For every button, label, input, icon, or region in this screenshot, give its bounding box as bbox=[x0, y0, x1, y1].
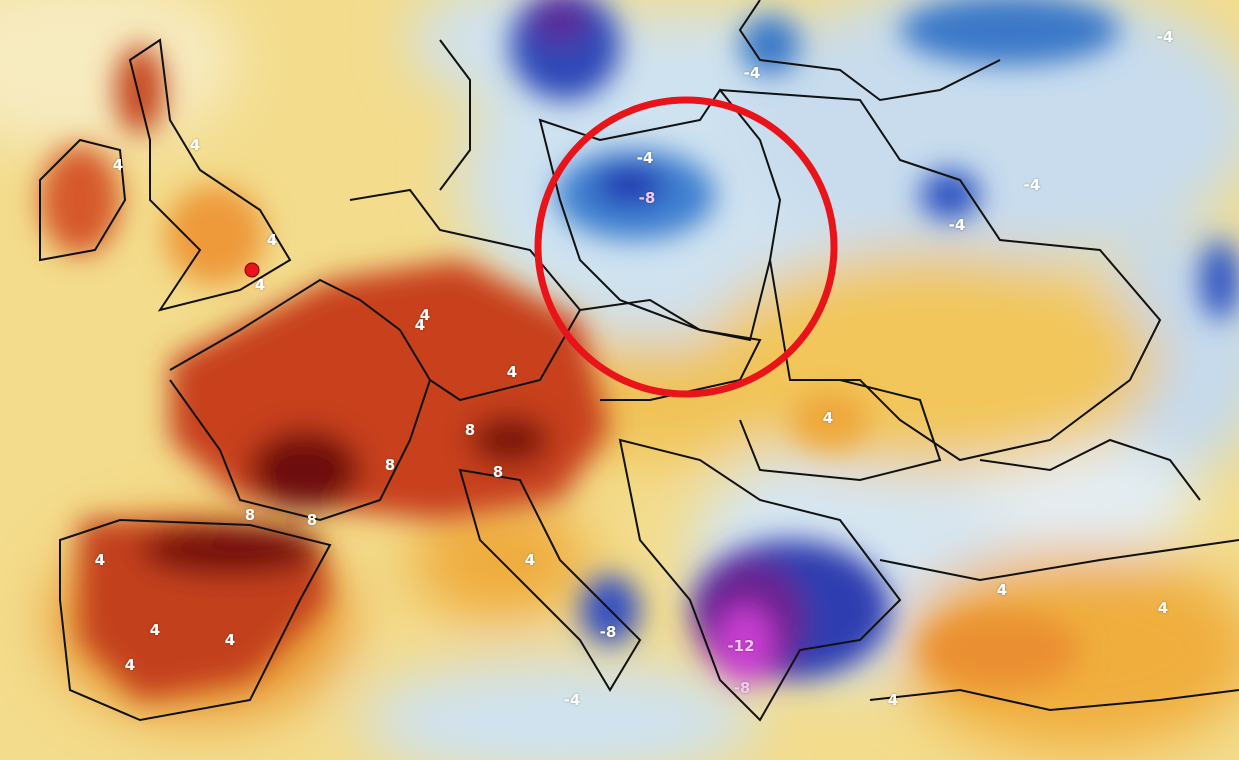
contour-label: -12 bbox=[727, 637, 755, 655]
highlight-circle bbox=[534, 96, 838, 398]
contour-label: 4 bbox=[224, 631, 236, 649]
contour-label: -4 bbox=[743, 64, 761, 82]
contour-label: 8 bbox=[464, 421, 476, 439]
contour-label: 4 bbox=[506, 363, 518, 381]
country-borders bbox=[39, 0, 1239, 722]
contour-label: 8 bbox=[492, 463, 504, 481]
contour-label: 4 bbox=[254, 276, 266, 294]
contour-label: 8 bbox=[306, 511, 318, 529]
contour-label: 4 bbox=[1157, 599, 1169, 617]
contour-label: 4 bbox=[414, 316, 426, 334]
contour-label: -4 bbox=[948, 216, 966, 234]
contour-label: 4 bbox=[124, 656, 136, 674]
contour-label: -4 bbox=[1156, 28, 1174, 46]
contour-label: 4 bbox=[149, 621, 161, 639]
contour-label: -8 bbox=[638, 189, 656, 207]
contour-label: 4 bbox=[822, 409, 834, 427]
contour-label: -8 bbox=[733, 679, 751, 697]
contour-label: -4 bbox=[563, 691, 581, 709]
contour-label: 4 bbox=[189, 136, 201, 154]
contour-label: 4 bbox=[419, 306, 431, 324]
contour-label: 4 bbox=[266, 231, 278, 249]
anomaly-core bbox=[40, 0, 1239, 700]
contour-label: 8 bbox=[244, 506, 256, 524]
contour-label: 4 bbox=[887, 691, 899, 709]
contour-label: -4 bbox=[636, 149, 654, 167]
contour-label: 8 bbox=[384, 456, 396, 474]
marker-dot bbox=[244, 262, 260, 278]
contour-label: 4 bbox=[94, 551, 106, 569]
contour-label: -8 bbox=[599, 623, 617, 641]
contour-label: 4 bbox=[996, 581, 1008, 599]
contour-label: -4 bbox=[1023, 176, 1041, 194]
contour-label: 4 bbox=[112, 156, 124, 174]
contour-label: 4 bbox=[524, 551, 536, 569]
